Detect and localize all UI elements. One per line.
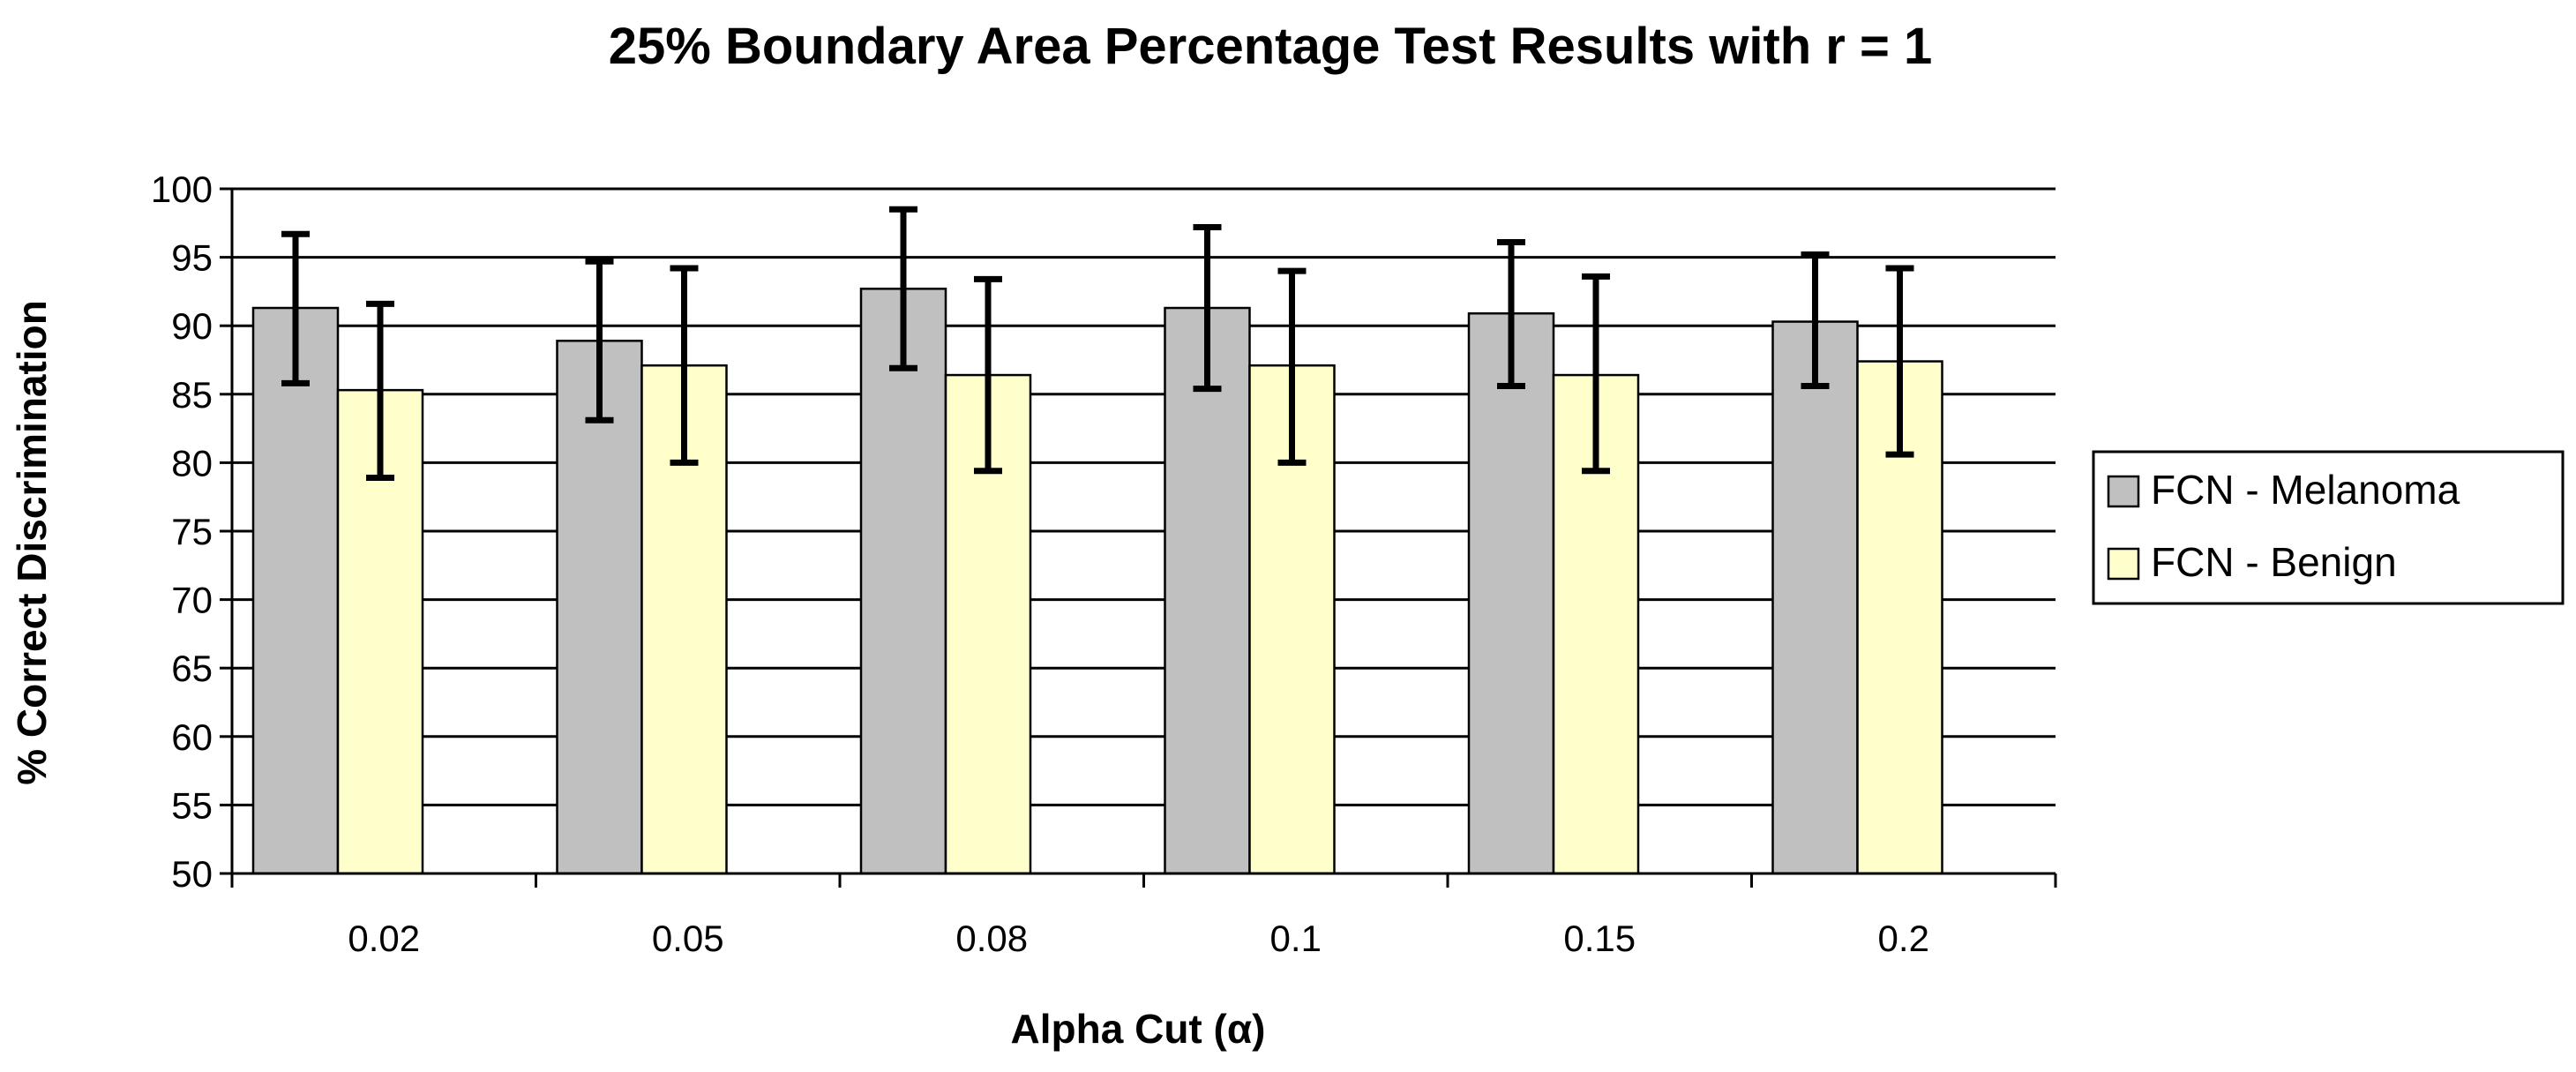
bars: [251, 288, 1943, 875]
x-tick-label: 0.08: [955, 918, 1028, 959]
y-tick-label: 65: [171, 648, 213, 689]
bar-melanoma: [556, 340, 643, 875]
y-tick-label: 95: [171, 237, 213, 279]
chart-title: 25% Boundary Area Percentage Test Result…: [609, 18, 1932, 75]
x-tick-label: 0.15: [1563, 918, 1636, 959]
legend-label: FCN - Melanoma: [2151, 467, 2460, 513]
y-tick-label: 90: [171, 305, 213, 347]
legend-label: FCN - Benign: [2151, 539, 2397, 585]
legend: FCN - Melanoma FCN - Benign: [2092, 450, 2565, 605]
x-tick-labels: 0.02 0.05 0.08 0.1 0.15 0.2: [348, 918, 1929, 959]
bar-melanoma: [859, 288, 947, 875]
bar-melanoma: [251, 306, 340, 875]
bar-melanoma: [1771, 320, 1859, 875]
y-tick-label: 60: [171, 716, 213, 758]
axes: [220, 187, 2057, 888]
y-tick-label: 50: [171, 853, 213, 895]
y-tick-label: 75: [171, 511, 213, 552]
x-tick-label: 0.2: [1878, 918, 1929, 959]
y-tick-labels: 50 55 60 65 70 75 80 85 90 95 100: [151, 169, 213, 895]
bar-melanoma: [1467, 311, 1555, 875]
y-tick-label: 100: [151, 169, 213, 210]
y-tick-label: 70: [171, 580, 213, 621]
x-axis-label: Alpha Cut (α): [1011, 1006, 1266, 1052]
legend-swatch: [2107, 475, 2140, 508]
y-tick-label: 80: [171, 442, 213, 484]
x-tick-label: 0.02: [348, 918, 420, 959]
bar-melanoma: [1164, 306, 1251, 875]
legend-box: [2092, 450, 2565, 605]
y-tick-label: 85: [171, 374, 213, 416]
x-tick-label: 0.1: [1270, 918, 1322, 959]
gridlines: [232, 187, 2056, 806]
y-axis-label: % Correct Discrimination: [9, 300, 55, 785]
legend-swatch: [2107, 547, 2140, 581]
x-tick-label: 0.05: [652, 918, 724, 959]
y-tick-label: 55: [171, 784, 213, 826]
error-bars: [281, 206, 1914, 481]
